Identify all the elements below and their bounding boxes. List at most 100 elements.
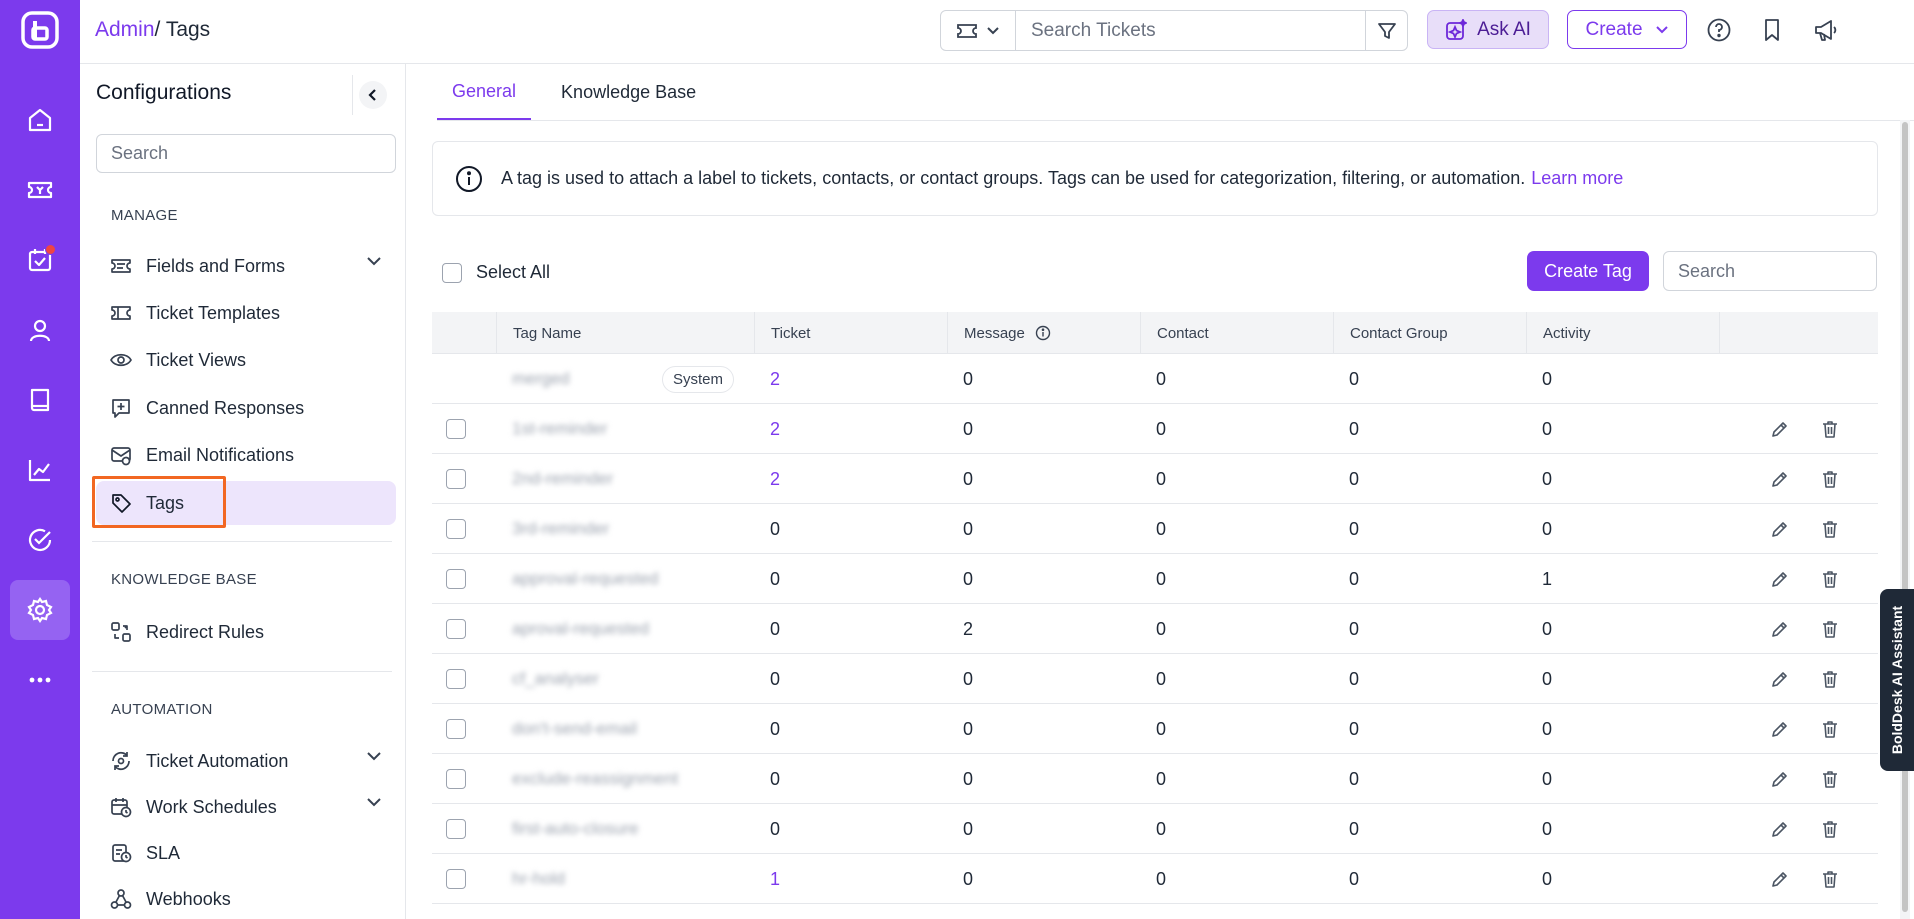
- edit-button[interactable]: [1770, 669, 1790, 689]
- rail-contacts-button[interactable]: [10, 300, 70, 360]
- tab-general[interactable]: General: [437, 64, 532, 120]
- select-all[interactable]: Select All: [442, 262, 550, 283]
- delete-button[interactable]: [1820, 719, 1840, 739]
- row-checkbox[interactable]: [446, 669, 466, 689]
- row-checkbox[interactable]: [446, 819, 466, 839]
- delete-button[interactable]: [1820, 669, 1840, 689]
- delete-button[interactable]: [1820, 519, 1840, 539]
- tag-search-input[interactable]: [1663, 251, 1877, 291]
- delete-button[interactable]: [1820, 569, 1840, 589]
- nav-label: Email Notifications: [146, 444, 295, 465]
- create-dropdown-button[interactable]: Create: [1567, 10, 1687, 49]
- nav-tags[interactable]: Tags: [96, 481, 396, 525]
- ticket-count[interactable]: 2: [770, 368, 781, 389]
- create-tag-button[interactable]: Create Tag: [1527, 251, 1649, 291]
- edit-button[interactable]: [1770, 769, 1790, 789]
- nav-ticket-automation[interactable]: Ticket Automation: [96, 739, 396, 783]
- edit-pencil-icon: [1772, 522, 1787, 537]
- table-row[interactable]: first-auto-closure 0 0 0 0 0: [432, 804, 1878, 854]
- announcements-button[interactable]: [1812, 16, 1840, 44]
- nav-webhooks[interactable]: Webhooks: [96, 877, 396, 919]
- nav-work-schedules[interactable]: Work Schedules: [96, 785, 396, 829]
- rail-approvals-button[interactable]: [10, 510, 70, 570]
- table-row[interactable]: approval-requested 0 0 0 0 1: [432, 554, 1878, 604]
- table-row[interactable]: exclude-reassignment 0 0 0 0 0: [432, 754, 1878, 804]
- row-checkbox[interactable]: [446, 569, 466, 589]
- edit-button[interactable]: [1770, 469, 1790, 489]
- rail-home-button[interactable]: [10, 90, 70, 150]
- rail-knowledge-button[interactable]: [10, 370, 70, 430]
- edit-button[interactable]: [1770, 869, 1790, 889]
- header-message[interactable]: Message: [947, 312, 1140, 354]
- header-tag-name[interactable]: Tag Name: [496, 312, 754, 354]
- delete-button[interactable]: [1820, 769, 1840, 789]
- table-row[interactable]: merged System 2 0 0 0 0: [432, 354, 1878, 404]
- nav-sla[interactable]: SLA: [96, 831, 396, 875]
- nav-redirect-rules[interactable]: Redirect Rules: [96, 610, 396, 654]
- edit-button[interactable]: [1770, 719, 1790, 739]
- ticket-count[interactable]: 1: [770, 868, 781, 889]
- edit-button[interactable]: [1770, 619, 1790, 639]
- breadcrumb-admin-link[interactable]: Admin: [95, 18, 155, 41]
- ai-assistant-tab[interactable]: BoldDesk AI Assistant: [1880, 589, 1914, 771]
- info-message: A tag is used to attach a label to ticke…: [501, 168, 1526, 188]
- nav-ticket-templates[interactable]: Ticket Templates: [96, 291, 396, 335]
- edit-button[interactable]: [1770, 569, 1790, 589]
- delete-button[interactable]: [1820, 819, 1840, 839]
- header-activity[interactable]: Activity: [1526, 312, 1719, 354]
- rail-tickets-button[interactable]: [10, 160, 70, 220]
- collapse-sidebar-button[interactable]: [352, 75, 392, 115]
- nav-fields-and-forms[interactable]: Fields and Forms: [96, 244, 396, 288]
- table-row[interactable]: 2nd-reminder 2 0 0 0 0: [432, 454, 1878, 504]
- table-row[interactable]: 3rd-reminder 0 0 0 0 0: [432, 504, 1878, 554]
- edit-button[interactable]: [1770, 419, 1790, 439]
- row-checkbox[interactable]: [446, 419, 466, 439]
- table-row[interactable]: cf_analyser 0 0 0 0 0: [432, 654, 1878, 704]
- ticket-type-dropdown[interactable]: [941, 11, 1016, 50]
- ticket-search-input[interactable]: [1016, 11, 1365, 50]
- bolddesk-logo-icon[interactable]: [20, 10, 60, 50]
- table-row[interactable]: don't-send-email 0 0 0 0 0: [432, 704, 1878, 754]
- select-all-checkbox[interactable]: [442, 262, 462, 283]
- header-contact[interactable]: Contact: [1140, 312, 1333, 354]
- header-ticket[interactable]: Ticket: [754, 312, 947, 354]
- delete-button[interactable]: [1820, 869, 1840, 889]
- ticket-count[interactable]: 2: [770, 468, 781, 489]
- header-message-label: Message: [964, 324, 1025, 342]
- tab-knowledge-base[interactable]: Knowledge Base: [561, 81, 697, 102]
- row-checkbox[interactable]: [446, 469, 466, 489]
- ask-ai-button[interactable]: Ask AI: [1427, 10, 1549, 49]
- learn-more-link[interactable]: Learn more: [1531, 168, 1624, 188]
- table-row[interactable]: hr-hold 1 0 0 0 0: [432, 854, 1878, 904]
- rail-tasks-button[interactable]: [10, 230, 70, 290]
- rail-admin-button[interactable]: [10, 580, 70, 640]
- rail-more-button[interactable]: [10, 650, 70, 710]
- filter-button[interactable]: [1365, 11, 1407, 50]
- info-icon[interactable]: [1035, 325, 1051, 341]
- row-checkbox[interactable]: [446, 719, 466, 739]
- config-search-input[interactable]: [96, 134, 396, 173]
- row-checkbox[interactable]: [446, 619, 466, 639]
- delete-button[interactable]: [1820, 469, 1840, 489]
- delete-button[interactable]: [1820, 619, 1840, 639]
- rail-reports-button[interactable]: [10, 440, 70, 500]
- bookmark-button[interactable]: [1758, 16, 1786, 44]
- table-row[interactable]: aproval-requested 0 2 0 0 0: [432, 604, 1878, 654]
- edit-button[interactable]: [1770, 819, 1790, 839]
- message-count: 0: [963, 818, 974, 839]
- nav-label: Ticket Templates: [146, 302, 281, 323]
- delete-button[interactable]: [1820, 419, 1840, 439]
- help-button[interactable]: [1705, 16, 1733, 44]
- scrollbar-thumb[interactable]: [1902, 122, 1908, 912]
- row-checkbox[interactable]: [446, 519, 466, 539]
- table-row[interactable]: 1st-reminder 2 0 0 0 0: [432, 404, 1878, 454]
- edit-button[interactable]: [1770, 519, 1790, 539]
- header-contact-group[interactable]: Contact Group: [1333, 312, 1526, 354]
- ticket-count[interactable]: 2: [770, 418, 781, 439]
- row-checkbox[interactable]: [446, 869, 466, 889]
- nav-email-notifications[interactable]: Email Notifications: [96, 433, 396, 477]
- nav-ticket-views[interactable]: Ticket Views: [96, 338, 396, 382]
- nav-canned-responses[interactable]: Canned Responses: [96, 386, 396, 430]
- contact-count: 0: [1156, 868, 1167, 889]
- row-checkbox[interactable]: [446, 769, 466, 789]
